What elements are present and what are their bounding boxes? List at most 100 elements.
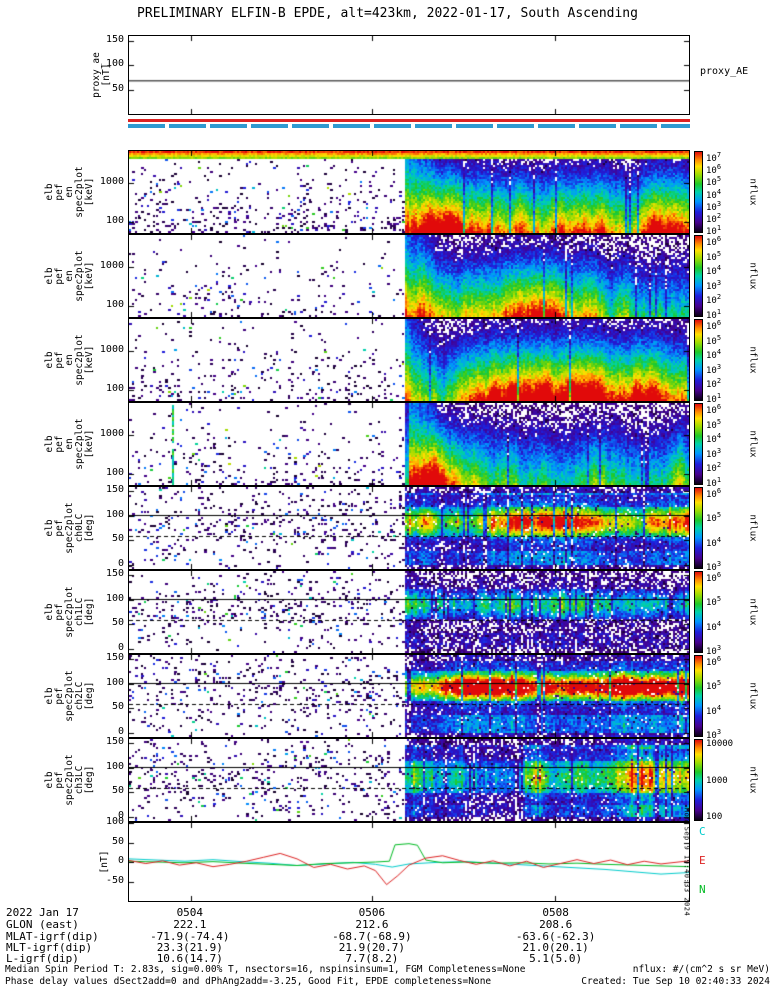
exponent: 4	[716, 187, 722, 196]
ephemeris-value: 7.7(8.2)	[345, 952, 399, 965]
ytick-label: 100	[105, 760, 124, 772]
time-tick-label: 0504	[176, 906, 204, 919]
spectrogram-panel-ch3lc	[128, 738, 690, 822]
ytick-label: 1000	[99, 343, 124, 355]
spectrogram-panel-en3	[128, 402, 690, 486]
ytick-label: 0	[117, 642, 124, 654]
ytick-label: 100	[105, 214, 124, 226]
colorbar-tick-label: 106	[706, 487, 722, 500]
ytick-label: 1000	[99, 175, 124, 187]
ephemeris-value: 23.3(21.9)	[156, 941, 223, 954]
spectrogram-panel-ch2lc	[128, 654, 690, 738]
ephemeris-value: -71.9(-74.4)	[150, 930, 230, 943]
colorbar-tick-label: 106	[706, 571, 722, 584]
exponent: 5	[716, 333, 722, 342]
spectrogram-panel-en1-canvas	[129, 235, 689, 317]
exponent: 3	[716, 560, 722, 568]
ytick-label: 100	[105, 298, 124, 310]
availability-bar-red	[128, 119, 690, 122]
proxy-ae-ylabel: proxy_ae [nT]	[91, 52, 112, 98]
exponent: 6	[716, 163, 722, 172]
spectrogram-panel-ch0lc-canvas	[129, 487, 689, 569]
vertical-timestamp: Mon Sep 9 19:40:33 2024	[682, 808, 691, 916]
ylabel-line: [keV]	[83, 429, 95, 459]
ephemeris-value: 10.6(14.7)	[156, 952, 223, 965]
exponent: 3	[716, 362, 722, 371]
panel-ylabel-en0: elb pef en spec2plot [keV]	[44, 166, 95, 217]
colorbar-tick-label: 104	[706, 264, 722, 278]
availability-bar-blue	[128, 124, 690, 128]
colorbar-tick-label: 103	[706, 644, 722, 657]
exponent: 5	[716, 679, 722, 688]
exponent: 6	[716, 571, 722, 579]
magnetometer-ylabel: [nT]	[99, 851, 110, 874]
ylabel-line: nflux	[747, 178, 758, 206]
ytick-label: 150	[105, 483, 124, 495]
spectrogram-panel-en1	[128, 234, 690, 318]
ylabel-line: [nT]	[101, 63, 112, 87]
colorbar-title: nflux	[747, 766, 758, 794]
ytick-label: 1000	[99, 259, 124, 271]
colorbar-tick-label: 105	[706, 511, 722, 525]
ylabel-line: nflux	[747, 598, 758, 626]
legend-letter-n: N	[699, 883, 706, 896]
figure-title: PRELIMINARY ELFIN-B EPDE, alt=423km, 202…	[137, 6, 638, 21]
exponent: 4	[716, 619, 722, 628]
colorbar-tick-label: 103	[706, 446, 722, 460]
ytick-label: 0	[117, 558, 124, 570]
proxy-ae-panel-canvas	[129, 36, 689, 114]
footer-created-timestamp: Created: Tue Sep 10 02:40:33 2024	[581, 976, 770, 987]
ytick-label: 50	[111, 701, 124, 713]
exponent: 4	[716, 264, 722, 273]
colorbar-tick-label: 10000	[706, 739, 734, 749]
ylabel-line: nflux	[747, 262, 758, 290]
ytick-label: 100	[105, 58, 124, 70]
colorbar-tick-label: 106	[706, 319, 722, 332]
exponent: 6	[716, 403, 722, 411]
colorbar-tick-label: 104	[706, 535, 722, 549]
spectrogram-panel-ch3lc-canvas	[129, 739, 689, 821]
exponent: 1	[716, 392, 722, 400]
colorbar-tick-label: 102	[706, 293, 722, 307]
exponent: 2	[716, 211, 722, 220]
colorbar-tick-label: 102	[706, 377, 722, 391]
exponent: 6	[716, 487, 722, 495]
exponent: 4	[716, 348, 722, 357]
colorbar-title: nflux	[747, 346, 758, 373]
ytick-label: 0	[117, 726, 124, 738]
colorbar-tick-label: 105	[706, 679, 722, 693]
ytick-label: 150	[105, 33, 124, 45]
spectrogram-panel-ch1lc-canvas	[129, 571, 689, 653]
exponent: 3	[716, 644, 722, 652]
ytick-label: 100	[105, 816, 124, 827]
ephemeris-value: 5.1(5.0)	[529, 952, 583, 965]
exponent: 2	[716, 461, 722, 470]
exponent: 1	[716, 308, 722, 316]
ylabel-line: [keV]	[83, 261, 95, 291]
ylabel-line: nflux	[747, 430, 758, 458]
colorbar	[694, 739, 703, 821]
exponent: 3	[716, 446, 722, 455]
footer-spin-period-note: Median Spin Period T: 2.83s, sig=0.00% T…	[5, 964, 526, 975]
ephemeris-row-label: MLT-igrf(dip)	[6, 941, 93, 954]
exponent: 5	[716, 595, 722, 604]
ylabel-line: nflux	[747, 766, 758, 794]
colorbar	[694, 655, 703, 737]
spectrogram-panel-ch0lc	[128, 486, 690, 570]
ytick-label: 100	[105, 592, 124, 604]
colorbar-title: nflux	[747, 178, 758, 206]
colorbar-tick-label: 106	[706, 235, 722, 248]
ytick-label: 50	[111, 617, 124, 629]
ephemeris-value: -68.7(-68.9)	[332, 930, 412, 943]
colorbar-tick-label: 105	[706, 175, 722, 189]
footer-nflux-units: nflux: #/(cm^2 s sr MeV)	[632, 964, 770, 975]
exponent: 6	[716, 655, 722, 663]
colorbar	[694, 235, 703, 317]
spectrogram-panel-en3-canvas	[129, 403, 689, 485]
ytick-label: 0	[117, 855, 124, 866]
colorbar-tick-label: 103	[706, 199, 722, 213]
exponent: 3	[716, 199, 722, 208]
colorbar-tick-label: 106	[706, 403, 722, 416]
colorbar	[694, 151, 703, 233]
ytick-label: 50	[111, 785, 124, 797]
